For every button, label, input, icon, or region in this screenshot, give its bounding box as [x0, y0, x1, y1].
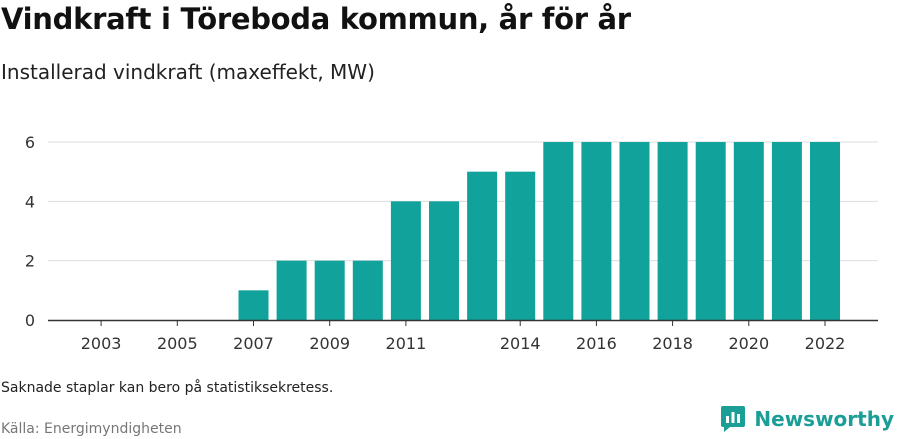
- x-tick-label: 2016: [576, 334, 617, 353]
- x-tick-label: 2022: [805, 334, 846, 353]
- chart-title: Vindkraft i Töreboda kommun, år för år: [1, 2, 631, 36]
- x-tick-label: 2003: [81, 334, 122, 353]
- source-label: Källa: Energimyndigheten: [1, 421, 182, 437]
- bar-2020: [733, 142, 764, 320]
- x-tick-label: 2009: [309, 334, 350, 353]
- x-tick-label: 2007: [233, 334, 274, 353]
- y-tick-label: 4: [25, 192, 35, 211]
- x-tick-label: 2014: [500, 334, 541, 353]
- brand-logo-link[interactable]: Newsworthy: [720, 405, 894, 433]
- bar-2018: [657, 142, 688, 320]
- bar-2015: [543, 142, 574, 320]
- brand-name: Newsworthy: [754, 407, 894, 431]
- x-tick-label: 2020: [728, 334, 769, 353]
- bar-2019: [695, 142, 726, 320]
- bar-2011: [390, 201, 421, 320]
- bar-2013: [467, 171, 498, 320]
- chart-subtitle: Installerad vindkraft (maxeffekt, MW): [1, 60, 375, 84]
- y-tick-label: 0: [25, 311, 35, 330]
- bar-2022: [810, 142, 840, 320]
- bar-2016: [581, 142, 612, 320]
- x-tick-label: 2011: [386, 334, 427, 353]
- bar-2008: [276, 260, 307, 320]
- y-tick-label: 2: [25, 252, 35, 271]
- bar-2012: [429, 201, 459, 320]
- bar-2007: [238, 290, 269, 320]
- bar-2014: [505, 171, 536, 320]
- y-tick-label: 6: [25, 133, 35, 152]
- bar-2021: [771, 142, 802, 320]
- bar-2009: [314, 260, 345, 320]
- x-tick-label: 2005: [157, 334, 198, 353]
- newsworthy-logo-icon: [721, 406, 746, 432]
- x-tick-label: 2018: [652, 334, 693, 353]
- bar-2010: [352, 260, 383, 320]
- bar-2017: [619, 142, 650, 320]
- chart-footnote: Saknade staplar kan bero på statistiksek…: [1, 380, 334, 396]
